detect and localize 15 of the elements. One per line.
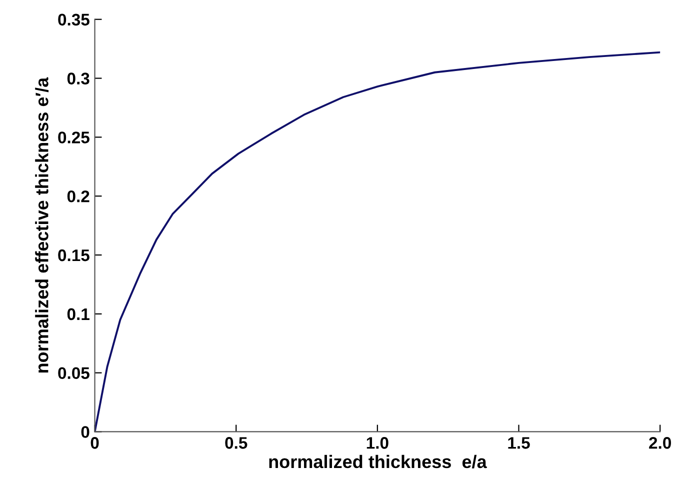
y-tick-label: 0.35 bbox=[58, 14, 90, 26]
y-tick-label: 0.15 bbox=[58, 249, 90, 262]
y-tick-label: 0.1 bbox=[67, 308, 90, 320]
y-tick-label: 0.3 bbox=[67, 72, 90, 84]
x-tick-label: 1.5 bbox=[508, 437, 530, 449]
y-axis-title: normalized effective thickness e′/a bbox=[35, 77, 49, 373]
y-tick-label: 0 bbox=[81, 426, 90, 438]
x-tick-label: 1.0 bbox=[366, 437, 388, 449]
x-tick-label: 0 bbox=[90, 437, 99, 449]
y-tick-label: 0.05 bbox=[58, 367, 90, 380]
x-tick-label: 0.5 bbox=[225, 437, 248, 449]
x-axis-title: normalized thickness e/a bbox=[269, 454, 487, 468]
x-tick-label: 2.0 bbox=[649, 437, 671, 449]
y-tick-label: 0.2 bbox=[67, 190, 90, 202]
y-tick-label: 0.25 bbox=[58, 132, 90, 144]
